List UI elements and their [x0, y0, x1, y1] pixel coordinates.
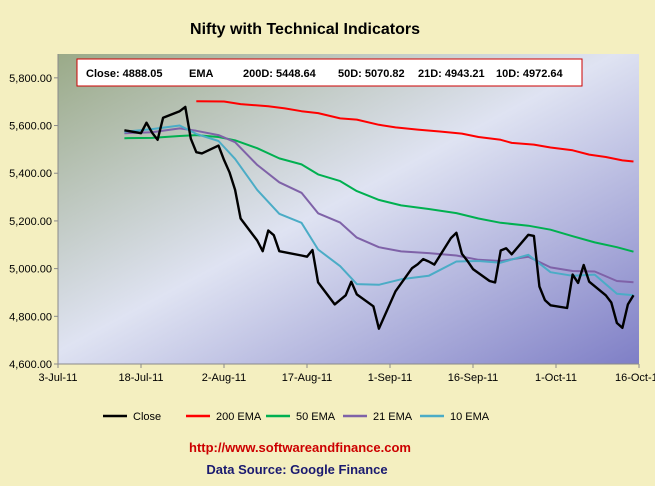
legend-label-close: Close	[133, 411, 161, 423]
x-tick-label: 3-Jul-11	[39, 372, 78, 384]
info-ema200: 200D: 5448.64	[243, 68, 317, 80]
y-tick-label: 5,000.00	[9, 264, 52, 276]
footer-source: Data Source: Google Finance	[206, 462, 387, 477]
y-tick-label: 5,600.00	[9, 121, 52, 133]
chart-title: Nifty with Technical Indicators	[190, 21, 420, 38]
series-line-200-ema	[196, 100, 634, 163]
y-tick-label: 5,400.00	[9, 168, 52, 180]
info-box: Close: 4888.05 EMA 200D: 5448.64 50D: 50…	[76, 58, 583, 87]
info-ema50: 50D: 5070.82	[338, 68, 405, 80]
x-tick-label: 16-Oct-11	[615, 372, 655, 384]
x-axis-ticks: 3-Jul-11 18-Jul-11 2-Aug-11 17-Aug-11 1-Sep-…	[39, 364, 655, 384]
series-line-50-ema	[124, 134, 634, 253]
info-ema10: 10D: 4972.64	[496, 68, 564, 80]
series-line-close	[124, 105, 635, 330]
x-tick-label: 1-Sep-11	[368, 372, 412, 384]
x-tick-label: 16-Sep-11	[448, 372, 499, 384]
y-tick-label: 5,200.00	[9, 216, 52, 228]
plot-area	[58, 54, 639, 364]
x-tick-label: 17-Aug-11	[282, 372, 333, 384]
series-line-10-ema	[124, 124, 634, 297]
series-layer	[124, 100, 635, 330]
y-tick-label: 5,800.00	[9, 73, 52, 85]
x-tick-label: 1-Oct-11	[535, 372, 577, 384]
info-close: Close: 4888.05	[86, 68, 162, 80]
footer-url[interactable]: http://www.softwareandfinance.com	[189, 440, 411, 455]
info-ema21: 21D: 4943.21	[418, 68, 485, 80]
legend-label-21-ema: 21 EMA	[373, 411, 413, 423]
x-tick-label: 2-Aug-11	[202, 372, 246, 384]
info-ema-label: EMA	[189, 68, 214, 80]
legend-label-50-ema: 50 EMA	[296, 411, 336, 423]
legend-label-200-ema: 200 EMA	[216, 411, 262, 423]
legend: Close 200 EMA 50 EMA 21 EMA 10 EMA	[103, 411, 490, 423]
y-tick-label: 4,800.00	[9, 311, 52, 323]
series-line-21-ema	[124, 127, 634, 284]
x-tick-label: 18-Jul-11	[118, 372, 163, 384]
legend-label-10-ema: 10 EMA	[450, 411, 490, 423]
y-axis-ticks: 4,600.00 4,800.00 5,000.00 5,200.00 5,400.00…	[9, 73, 58, 371]
y-tick-label: 4,600.00	[9, 359, 52, 371]
